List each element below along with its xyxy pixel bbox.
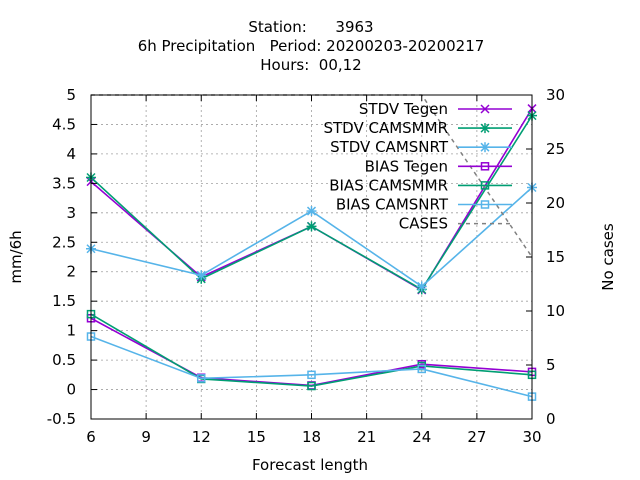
marker-square xyxy=(307,370,316,380)
y2-tick-label: 30 xyxy=(546,86,565,104)
legend-marker xyxy=(480,104,490,114)
marker-square xyxy=(197,374,206,383)
y2-tick-label: 0 xyxy=(546,410,556,428)
data-point xyxy=(306,221,317,232)
y-tick-label: 4 xyxy=(66,145,76,163)
legend-marker xyxy=(480,142,490,153)
x-tick-label: 30 xyxy=(522,428,541,446)
x-axis-label: Forecast length xyxy=(252,456,368,474)
legend-item: BIAS CAMSNRT xyxy=(336,196,512,214)
legend-item: CASES xyxy=(399,215,512,233)
x-tick-label: 21 xyxy=(357,428,376,446)
grid xyxy=(91,95,532,419)
legend-marker xyxy=(480,162,490,171)
series-line xyxy=(90,313,533,387)
legend-item: STDV CAMSNRT xyxy=(330,138,512,156)
y-tick-label: -0.5 xyxy=(47,410,76,428)
y-tick-label: 3 xyxy=(66,204,76,222)
x-tick-label: 12 xyxy=(192,428,211,446)
y2-axis-label: No cases xyxy=(599,223,617,291)
y-tick-label: 3.5 xyxy=(52,174,76,192)
marker-square xyxy=(417,364,426,374)
data-point xyxy=(197,374,206,383)
legend-marker xyxy=(480,123,490,134)
legend-label: BIAS CAMSNRT xyxy=(336,196,449,214)
data-point xyxy=(307,370,316,380)
legend-item: BIAS CAMSMMR xyxy=(329,176,512,194)
x-tick-label: 9 xyxy=(141,428,151,446)
y2-tick-label: 10 xyxy=(546,302,565,320)
y2-tick-label: 25 xyxy=(546,140,565,158)
y-tick-label: 1 xyxy=(66,322,76,340)
marker-square xyxy=(480,200,490,209)
legend-marker xyxy=(480,200,490,209)
y-tick-label: 2.5 xyxy=(52,233,76,251)
legend-label: STDV CAMSMMR xyxy=(323,119,448,137)
title-line: Station: 3963 xyxy=(248,18,373,36)
legend-item: BIAS Tegen xyxy=(365,157,512,175)
marker-square xyxy=(480,162,490,171)
data-point xyxy=(417,364,426,374)
y2-tick-label: 5 xyxy=(546,356,556,374)
x-tick-label: 24 xyxy=(412,428,431,446)
marker-square xyxy=(307,381,316,391)
data-point xyxy=(307,381,316,391)
axis-ticks: 6 9 12 15 18 21 24 27 30 -0.5 0 0.5 1 1.5 2 2.5 3 3.5 4 4.5… xyxy=(47,86,565,446)
title-line: Hours: 00,12 xyxy=(260,56,361,74)
legend-label: CASES xyxy=(399,215,448,233)
y-tick-label: 5 xyxy=(66,86,76,104)
x-tick-label: 6 xyxy=(86,428,96,446)
x-tick-label: 27 xyxy=(467,428,486,446)
title-line: 6h Precipitation Period: 20200203-202002… xyxy=(138,37,485,55)
y-axis-label: mm/6h xyxy=(7,230,25,283)
legend-label: STDV CAMSNRT xyxy=(330,138,449,156)
y-tick-label: 2 xyxy=(66,263,76,281)
y-tick-label: 0 xyxy=(66,381,76,399)
y-tick-label: 0.5 xyxy=(52,351,76,369)
legend-label: BIAS CAMSMMR xyxy=(329,176,448,194)
data-point xyxy=(306,206,317,217)
data-point xyxy=(416,281,427,292)
y-tick-label: 1.5 xyxy=(52,292,76,310)
y2-tick-label: 15 xyxy=(546,248,565,266)
legend-label: BIAS Tegen xyxy=(365,157,448,175)
marker-stroke xyxy=(480,104,490,114)
legend-item: STDV CAMSMMR xyxy=(323,119,512,137)
x-tick-label: 15 xyxy=(247,428,266,446)
series-line xyxy=(90,335,533,398)
data-point xyxy=(196,270,207,281)
legend-label: STDV Tegen xyxy=(359,100,448,118)
y2-tick-label: 20 xyxy=(546,194,565,212)
y-tick-label: 4.5 xyxy=(52,115,76,133)
marker-square xyxy=(480,181,490,190)
legend-marker xyxy=(480,181,490,190)
x-tick-label: 18 xyxy=(302,428,321,446)
legend-item: STDV Tegen xyxy=(359,100,512,118)
